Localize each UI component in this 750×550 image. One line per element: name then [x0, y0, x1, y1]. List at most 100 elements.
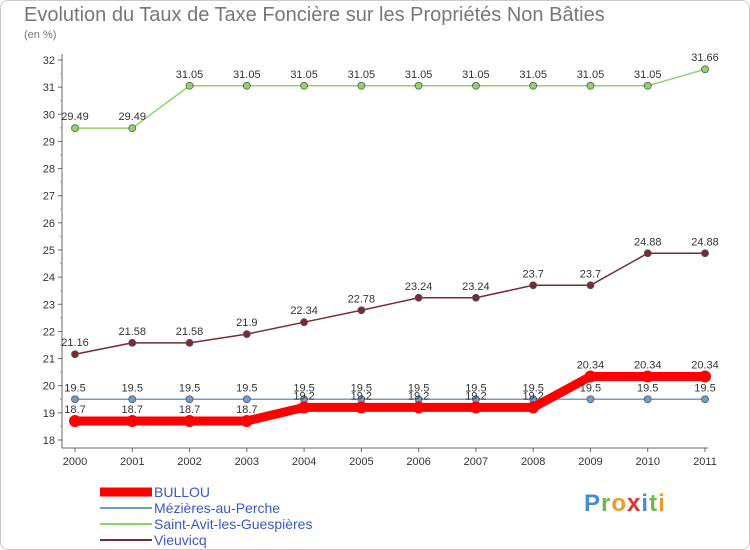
- x-tick-label: 2005: [349, 456, 373, 468]
- data-label: 23.24: [405, 281, 433, 293]
- x-tick-label: 2011: [693, 456, 717, 468]
- data-label: 31.05: [290, 69, 318, 81]
- data-label: 31.05: [634, 69, 662, 81]
- data-label: 19.5: [465, 382, 486, 394]
- data-label: 24.88: [691, 236, 719, 248]
- data-point: [414, 293, 423, 302]
- data-point: [414, 81, 423, 90]
- data-label: 19.5: [351, 382, 372, 394]
- data-point: [472, 293, 480, 302]
- x-tick-label: 2000: [63, 456, 87, 468]
- data-point: [71, 395, 79, 404]
- data-point: [469, 401, 482, 414]
- legend-label: Mézières-au-Perche: [154, 500, 281, 516]
- data-point: [643, 249, 652, 258]
- data-point: [300, 81, 308, 90]
- data-point: [357, 81, 366, 90]
- series-line-3: [74, 252, 706, 355]
- data-point: [641, 370, 654, 383]
- data-label: 31.66: [691, 52, 719, 64]
- y-tick-label: 20: [43, 381, 55, 393]
- chart-subtitle: (en %): [24, 29, 57, 41]
- y-tick-label: 24: [43, 272, 55, 284]
- x-tick-label: 2001: [120, 456, 144, 468]
- y-tick-label: 31: [43, 82, 55, 94]
- legend-label: Vieuvicq: [154, 532, 207, 548]
- logo-letter: t: [649, 490, 659, 517]
- data-point: [586, 281, 595, 290]
- legend-label: Saint-Avit-les-Guespières: [154, 516, 313, 532]
- y-tick-label: 22: [43, 326, 55, 338]
- x-tick-label: 2008: [521, 456, 545, 468]
- data-label: 19.5: [637, 382, 658, 394]
- data-label: 23.7: [522, 268, 543, 280]
- x-tick-label: 2002: [177, 456, 201, 468]
- data-label: 19.2: [465, 390, 486, 402]
- data-point: [128, 338, 137, 347]
- data-point: [584, 370, 597, 383]
- data-label: 19.5: [179, 382, 200, 394]
- y-tick-label: 18: [43, 435, 55, 447]
- data-label: 29.49: [119, 111, 147, 123]
- legend-swatch: [100, 539, 152, 541]
- data-label: 20.34: [691, 359, 719, 371]
- logo-letter: P: [584, 490, 602, 517]
- data-label: 24.88: [634, 236, 662, 248]
- data-point: [242, 330, 251, 339]
- data-label: 31.05: [176, 69, 204, 81]
- series-line-2: [74, 68, 706, 129]
- data-label: 23.24: [462, 281, 490, 293]
- data-point: [701, 395, 709, 404]
- data-label: 19.2: [522, 390, 543, 402]
- y-tick-label: 25: [43, 245, 55, 257]
- data-label: 18.7: [236, 404, 257, 416]
- data-point: [472, 81, 480, 90]
- data-label: 19.5: [522, 382, 543, 394]
- data-label: 19.2: [351, 390, 372, 402]
- data-label: 31.05: [519, 69, 547, 81]
- data-point: [185, 395, 194, 404]
- y-tick-label: 32: [43, 55, 55, 67]
- data-label: 22.34: [290, 305, 318, 317]
- data-label: 20.34: [577, 359, 605, 371]
- data-label: 21.9: [236, 317, 257, 329]
- logo-letter: r: [601, 490, 612, 517]
- data-label: 21.58: [119, 326, 147, 338]
- logo-letter: o: [611, 490, 628, 517]
- data-point: [412, 401, 425, 414]
- logo-letter: x: [627, 490, 642, 517]
- data-point: [643, 81, 652, 90]
- legend-swatch: [100, 507, 152, 509]
- data-point: [527, 401, 540, 414]
- x-tick-label: 2010: [635, 456, 659, 468]
- data-point: [643, 395, 652, 404]
- data-point: [529, 281, 538, 290]
- data-label: 19.5: [694, 382, 715, 394]
- y-tick-label: 29: [43, 136, 55, 148]
- data-label: 29.49: [61, 111, 89, 123]
- data-point: [69, 415, 81, 427]
- data-label: 19.2: [408, 390, 429, 402]
- data-point: [355, 401, 368, 414]
- x-tick-label: 2009: [578, 456, 602, 468]
- data-label: 20.34: [634, 359, 662, 371]
- data-label: 31.05: [462, 69, 490, 81]
- data-label: 31.05: [405, 69, 433, 81]
- legend-label: BULLOU: [154, 484, 211, 500]
- data-point: [185, 81, 194, 90]
- data-point: [529, 81, 538, 90]
- data-point: [128, 395, 137, 404]
- data-point: [701, 249, 709, 258]
- x-tick-label: 2007: [464, 456, 488, 468]
- data-point: [71, 350, 79, 359]
- x-tick-label: 2003: [235, 456, 259, 468]
- data-point: [240, 415, 253, 427]
- data-label: 31.05: [348, 69, 376, 81]
- data-label: 19.5: [580, 382, 601, 394]
- series-line-0: [70, 371, 710, 426]
- data-label: 19.2: [293, 390, 314, 402]
- logo-letter: i: [641, 490, 650, 517]
- x-tick-label: 2006: [406, 456, 430, 468]
- data-label: 19.5: [408, 382, 429, 394]
